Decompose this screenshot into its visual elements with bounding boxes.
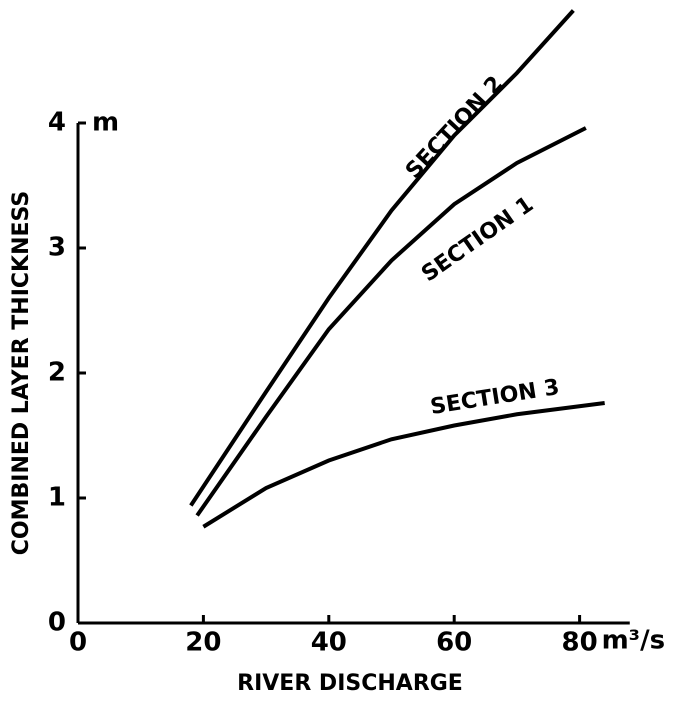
x-unit: m³/s xyxy=(602,626,665,656)
y-tick-label: 1 xyxy=(48,483,66,513)
series-line xyxy=(195,126,587,517)
y-axis-label: COMBINED LAYER THICKNESS xyxy=(9,191,34,556)
x-tick-label: 40 xyxy=(311,628,347,658)
x-axis-label: RIVER DISCHARGE xyxy=(237,671,463,696)
series-line xyxy=(202,401,605,529)
y-tick-label: 2 xyxy=(48,358,66,388)
series-label: SECTION 3 xyxy=(429,375,562,420)
x-tick-label: 60 xyxy=(436,628,472,658)
x-tick-label: 20 xyxy=(185,628,221,658)
y-tick-label: 3 xyxy=(48,233,66,263)
series-label: SECTION 2 xyxy=(401,71,508,183)
x-tick-label: 0 xyxy=(69,628,87,658)
series-line xyxy=(189,9,575,507)
y-tick-label: 4 xyxy=(48,108,66,138)
y-unit: m xyxy=(92,108,119,138)
y-tick-label: 0 xyxy=(48,608,66,638)
x-tick-label: 80 xyxy=(562,628,598,658)
series-label: SECTION 1 xyxy=(417,192,538,287)
